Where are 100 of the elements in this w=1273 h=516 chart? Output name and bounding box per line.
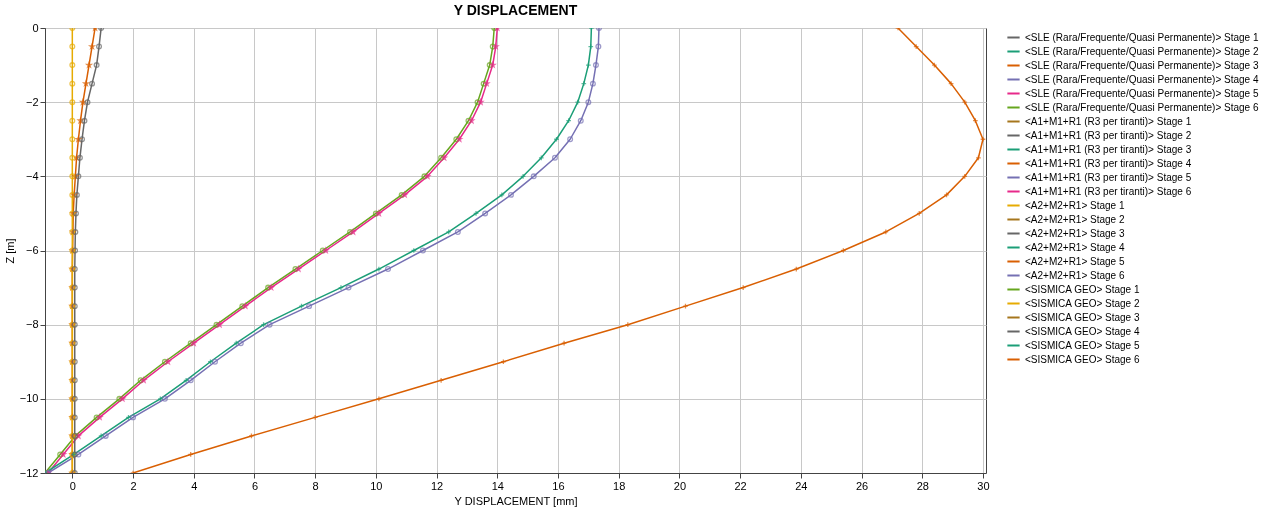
legend-label: <SLE (Rara/Frequente/Quasi Permanente)> Stage 6 [1025,101,1259,113]
y-tick-label: −8 [25,318,39,331]
legend-label: <A2+M2+R1> Stage 5 [1025,255,1125,267]
legend-label: <SISMICA GEO> Stage 3 [1025,311,1140,323]
legend-label: <A2+M2+R1> Stage 2 [1025,213,1125,225]
point [530,173,537,180]
point [473,210,480,217]
legend-label: <SISMICA GEO> Stage 2 [1025,297,1140,309]
point [130,414,137,421]
point [81,117,88,124]
legend-label: <A2+M2+R1> Stage 4 [1025,241,1125,253]
x-tick-label: 22 [734,479,747,492]
point [337,284,344,291]
point [75,173,82,180]
legend-label: <SISMICA GEO> Stage 6 [1025,353,1140,365]
point [482,210,489,217]
legend-label: <SLE (Rara/Frequente/Quasi Permanente)> Stage 1 [1025,31,1259,43]
point [76,154,83,161]
x-tick-label: 8 [312,479,319,492]
chart-title: Y DISPLACEMENT [453,2,578,18]
legend-label: <A1+M1+R1 (R3 per tiranti)> Stage 1 [1025,115,1192,127]
point [161,395,168,402]
point [419,247,426,254]
y-tick-label: −6 [25,244,39,256]
x-tick-label: 18 [613,479,626,492]
legend-label: <A2+M2+R1> Stage 6 [1025,269,1125,281]
point [89,43,95,50]
y-tick-label: −4 [25,169,39,182]
point [948,80,955,87]
point [86,62,92,68]
x-tick-label: 14 [491,479,504,492]
point [98,432,105,439]
legend-label: <SLE (Rara/Frequente/Quasi Permanente)> Stage 5 [1025,87,1259,99]
y-tick-label: −10 [19,392,39,405]
legend-label: <SLE (Rara/Frequente/Quasi Permanente)> Stage 3 [1025,59,1259,71]
point [306,303,313,310]
point [438,377,445,384]
point [69,99,76,106]
point [943,191,950,198]
point [520,173,527,180]
point [80,99,86,105]
legend-label: <A1+M1+R1 (R3 per tiranti)> Stage 4 [1025,157,1192,169]
point [83,80,89,87]
x-tick-label: 0 [69,479,76,492]
point [165,358,171,365]
point [298,303,305,310]
x-tick-label: 2 [130,479,137,492]
point [69,154,76,161]
x-tick-label: 30 [977,479,990,492]
point [589,80,596,87]
point [69,62,76,69]
legend-label: <A1+M1+R1 (R3 per tiranti)> Stage 5 [1025,171,1192,183]
point [375,395,382,402]
y-axis-title: Z [m] [3,238,16,264]
point [211,358,218,365]
point [69,117,76,124]
point [585,62,592,69]
x-tick-label: 24 [795,479,808,492]
point [507,191,514,198]
point [266,321,273,328]
legend-label: <A2+M2+R1> Stage 3 [1025,227,1125,239]
point [445,228,452,235]
x-tick-label: 6 [251,479,259,492]
x-axis-title: Y DISPLACEMENT [mm] [454,494,578,507]
point [882,228,889,235]
point [498,191,505,198]
legend-label: <A2+M2+R1> Stage 1 [1025,199,1125,211]
point [454,228,461,235]
point [682,303,689,310]
legend-label: <SLE (Rara/Frequente/Quasi Permanente)> Stage 4 [1025,73,1259,85]
point [979,136,986,143]
point [96,43,103,50]
point [793,266,800,273]
y-tick-label: −2 [25,95,39,108]
point [931,62,938,69]
legend-label: <SISMICA GEO> Stage 1 [1025,283,1140,295]
x-tick-label: 20 [673,479,687,492]
point [551,154,558,161]
point [248,432,255,439]
point [585,99,592,106]
y-tick-label: 0 [32,21,39,34]
point [376,210,382,216]
legend-label: <A1+M1+R1 (R3 per tiranti)> Stage 2 [1025,129,1192,141]
point [93,62,100,69]
point [84,99,91,106]
point [69,43,76,50]
x-tick-label: 26 [855,479,869,492]
legend-label: <SISMICA GEO> Stage 5 [1025,339,1140,351]
x-tick-label: 16 [552,479,565,492]
point [69,173,76,180]
point [79,136,86,143]
point [595,43,602,50]
point [561,340,568,347]
point [567,136,574,143]
point [385,266,391,273]
point [375,266,382,273]
point [102,432,109,439]
legend-label: <SISMICA GEO> Stage 4 [1025,325,1140,337]
legend-label: <A1+M1+R1 (R3 per tiranti)> Stage 6 [1025,185,1192,197]
x-tick-label: 12 [430,479,444,492]
